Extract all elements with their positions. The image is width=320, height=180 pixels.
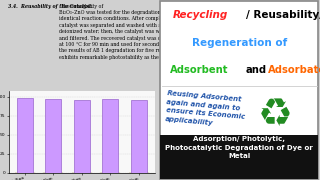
FancyBboxPatch shape bbox=[129, 173, 149, 174]
FancyBboxPatch shape bbox=[43, 173, 63, 174]
Text: Reusing Adsorbent
again and again to
ensure its Economic
applicability: Reusing Adsorbent again and again to ens… bbox=[165, 90, 246, 129]
Bar bbox=[131, 100, 147, 173]
Text: Adsorbate: Adsorbate bbox=[268, 65, 320, 75]
Text: The reusability of
Bi₂O₃–ZnO was tested for the degradation of AB 1 dye under
id: The reusability of Bi₂O₃–ZnO was tested … bbox=[59, 4, 212, 60]
Bar bbox=[160, 135, 318, 179]
FancyBboxPatch shape bbox=[72, 173, 92, 174]
Text: and: and bbox=[245, 65, 267, 75]
Text: / Reusability/: / Reusability/ bbox=[245, 10, 320, 20]
FancyBboxPatch shape bbox=[100, 173, 120, 174]
FancyBboxPatch shape bbox=[14, 173, 35, 174]
Text: Adsorption/ Photolytic,
Photocatalytic Degradation of Dye or
Metal: Adsorption/ Photolytic, Photocatalytic D… bbox=[165, 136, 313, 159]
Bar bbox=[74, 100, 90, 173]
Text: Recycling: Recycling bbox=[173, 10, 228, 20]
Bar bbox=[17, 98, 33, 173]
Text: Regeneration of: Regeneration of bbox=[192, 38, 287, 48]
Text: Adsorbent: Adsorbent bbox=[170, 65, 228, 75]
Bar bbox=[45, 99, 61, 173]
Text: 3.4.  Reusability of the Catalyst.: 3.4. Reusability of the Catalyst. bbox=[8, 4, 93, 9]
Bar bbox=[102, 99, 118, 173]
Text: ♻: ♻ bbox=[258, 96, 293, 134]
FancyBboxPatch shape bbox=[160, 1, 318, 179]
